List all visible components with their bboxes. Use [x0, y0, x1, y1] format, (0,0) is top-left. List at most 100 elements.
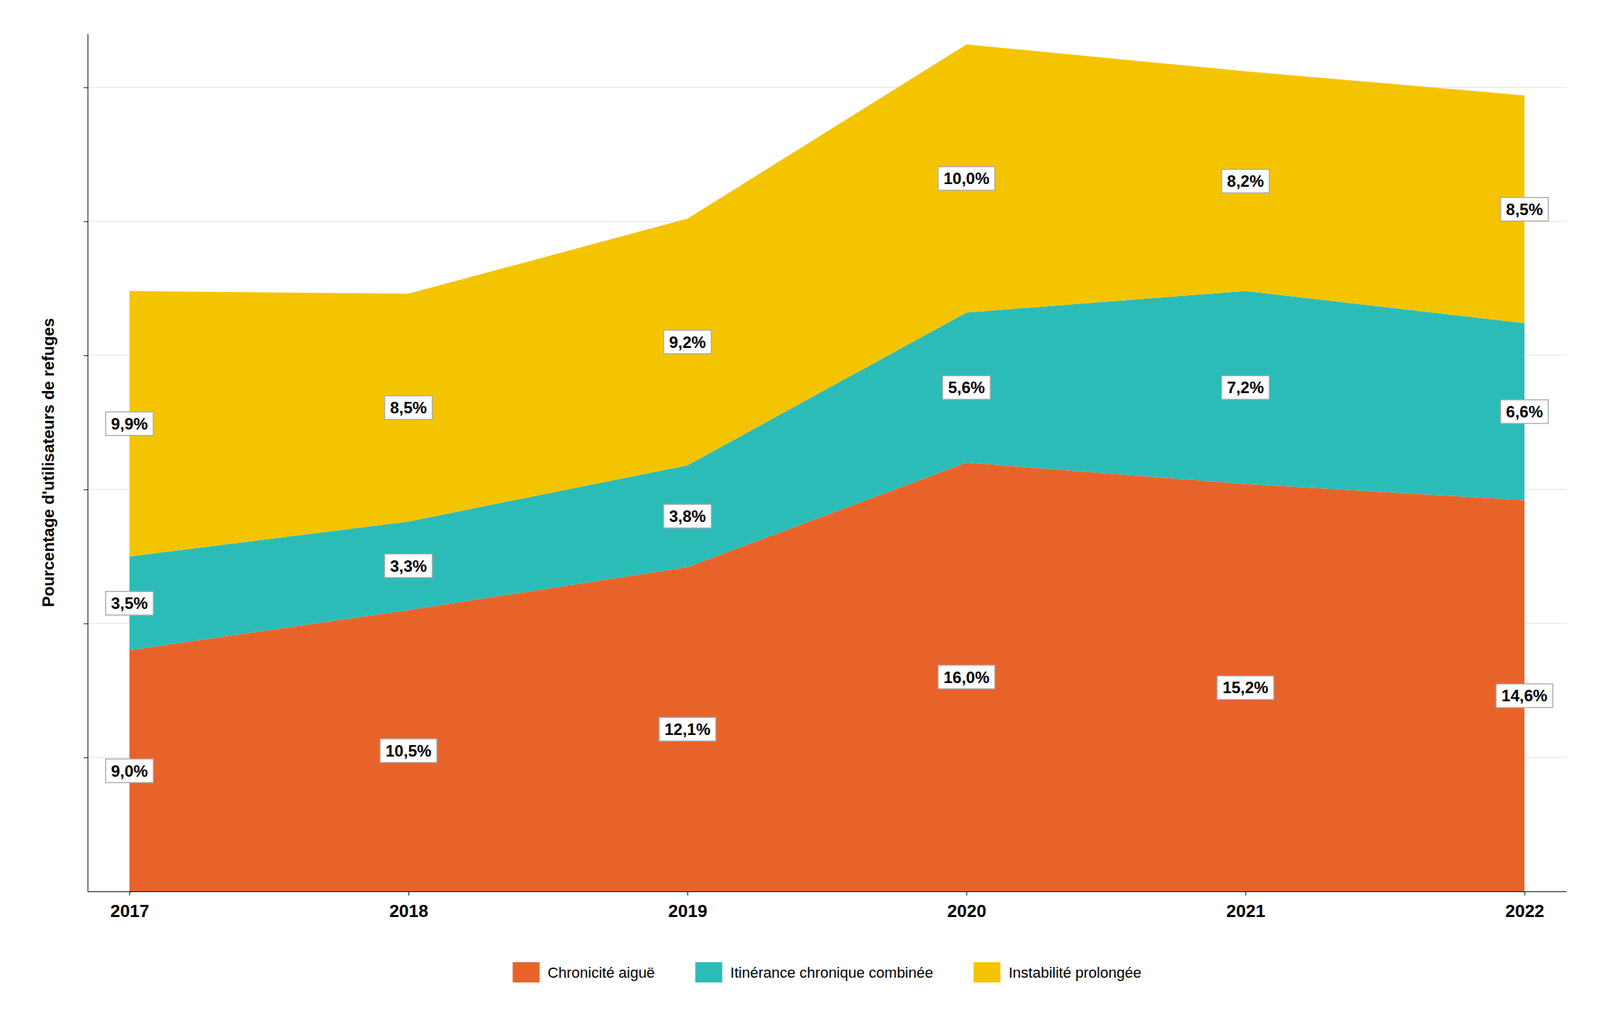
y-tick — [83, 221, 88, 222]
x-tick-label: 2018 — [389, 900, 429, 921]
x-axis: 2017 2018 2019 2020 2021 2022 — [88, 890, 1567, 921]
data-label: 9,9% — [105, 411, 154, 436]
area — [129, 44, 1525, 557]
data-label: 8,5% — [1500, 197, 1549, 222]
y-axis-title: Pourcentage d'utilisateurs de refuges — [39, 318, 58, 607]
chart: 2017 2018 2019 2020 2021 2022 Pourcentage d'ut… — [0, 0, 1600, 1033]
y-tick — [83, 87, 88, 89]
data-label: 3,3% — [384, 554, 433, 578]
data-label-text: 5,6% — [948, 378, 986, 397]
data-label-text: 15,2% — [1222, 678, 1269, 697]
data-label-text: 14,6% — [1501, 686, 1548, 705]
data-label-box — [105, 758, 154, 783]
y-tick-mark — [83, 623, 88, 625]
x-tick-mark — [408, 890, 410, 896]
data-label-text: 12,1% — [664, 719, 711, 738]
x-axis-line — [88, 890, 1567, 892]
data-label-box — [384, 395, 433, 420]
x-tick-label: 2021 — [1226, 900, 1266, 921]
legend-item: Itinérance chronique combinée — [695, 961, 934, 982]
data-label: 5,6% — [942, 375, 991, 399]
legend-swatch — [973, 961, 1001, 982]
data-label-text: 8,5% — [390, 398, 428, 417]
data-label: 8,5% — [384, 395, 433, 420]
x-tick-label: 2022 — [1504, 900, 1545, 921]
data-label-box — [1221, 375, 1270, 399]
data-label-box — [105, 591, 154, 615]
data-label-text: 9,2% — [669, 332, 707, 352]
y-tick-mark — [83, 489, 88, 490]
data-label-text: 9,9% — [111, 414, 149, 433]
data-label-box — [663, 504, 712, 528]
data-label-box — [380, 738, 437, 763]
data-label: 14,6% — [1496, 683, 1553, 707]
data-label-box — [942, 375, 991, 399]
data-label-text: 9,0% — [111, 761, 149, 780]
x-tick-label: 2020 — [947, 900, 987, 921]
x-tick-mark — [1524, 890, 1526, 896]
data-label: 6,6% — [1500, 399, 1549, 424]
x-tick: 2020 — [947, 890, 987, 921]
x-tick-mark — [129, 890, 131, 896]
x-tick: 2018 — [389, 890, 429, 921]
data-label-box — [1496, 683, 1553, 707]
legend-item: Chronicité aiguë — [512, 961, 656, 982]
x-tick-mark — [966, 890, 968, 896]
data-label-box — [938, 665, 995, 689]
data-label-box — [659, 717, 716, 741]
data-label-text: 6,6% — [1506, 402, 1544, 421]
data-label-box — [1500, 399, 1549, 424]
data-label-box — [938, 166, 995, 191]
legend-label: Chronicité aiguë — [547, 963, 656, 981]
data-label-box — [384, 554, 433, 578]
data-label-text: 3,8% — [669, 506, 707, 526]
data-label: 7,2% — [1221, 375, 1270, 399]
y-axis — [83, 34, 89, 892]
data-label-text: 8,2% — [1227, 171, 1265, 191]
data-label-text: 3,3% — [390, 556, 428, 575]
y-tick-mark — [83, 756, 88, 758]
data-label: 16,0% — [938, 665, 995, 689]
legend: Chronicité aiguë Itinérance chronique com… — [512, 961, 1142, 982]
data-label: 15,2% — [1217, 675, 1274, 699]
data-label-box — [1221, 169, 1270, 193]
y-tick — [83, 756, 88, 758]
data-label: 12,1% — [659, 717, 716, 741]
data-label: 3,8% — [663, 504, 712, 528]
y-axis-line — [87, 34, 89, 892]
x-tick-mark — [687, 890, 689, 896]
data-label-box — [1217, 675, 1274, 699]
y-tick-mark — [83, 355, 88, 356]
legend-label: Itinérance chronique combinée — [730, 963, 934, 981]
data-label: 10,0% — [938, 166, 995, 191]
data-label-text: 10,0% — [943, 169, 990, 188]
y-tick — [83, 355, 88, 356]
y-tick-mark — [83, 221, 88, 222]
x-tick-label: 2017 — [110, 900, 150, 921]
x-tick: 2021 — [1226, 890, 1266, 921]
legend-item: Instabilité prolongée — [973, 961, 1142, 982]
data-label: 9,2% — [663, 330, 712, 354]
y-tick — [83, 623, 88, 625]
legend-swatch — [695, 961, 723, 982]
data-label: 10,5% — [380, 738, 437, 763]
data-label-box — [1500, 197, 1549, 222]
data-label-text: 8,5% — [1506, 200, 1544, 219]
data-label-box — [663, 330, 712, 354]
data-label: 9,0% — [105, 758, 154, 783]
data-labels: 9,0% 10,5% 12,1% 16,0% 15,2% 14,6% 3,5% 3,3% 3,8… — [105, 166, 1553, 782]
x-tick-mark — [1245, 890, 1247, 896]
x-tick-label: 2019 — [668, 900, 708, 921]
x-tick: 2022 — [1504, 890, 1545, 921]
data-label-box — [105, 411, 154, 436]
data-label-text: 10,5% — [385, 741, 432, 760]
data-label: 8,2% — [1221, 169, 1270, 193]
x-tick: 2019 — [668, 890, 708, 921]
plot-area — [129, 44, 1525, 891]
data-label-text: 3,5% — [111, 593, 149, 612]
y-tick-mark — [83, 87, 88, 89]
data-label-text: 16,0% — [943, 667, 990, 687]
data-label-text: 7,2% — [1227, 378, 1265, 397]
y-tick — [83, 489, 88, 490]
data-label: 3,5% — [105, 591, 154, 615]
